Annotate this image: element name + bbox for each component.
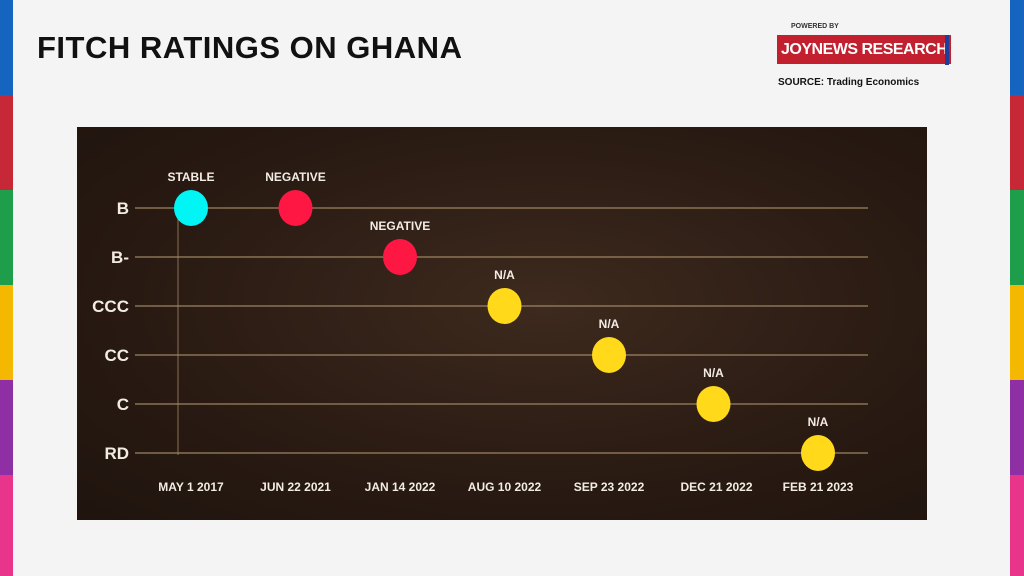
outlook-label: N/A: [703, 366, 724, 380]
color-strip: [0, 285, 13, 380]
x-tick-label: JAN 14 2022: [365, 480, 436, 494]
data-point: [383, 239, 417, 275]
color-strip: [1010, 475, 1024, 576]
chart-panel: B B- CCC CC C RD MAY 1 2017 STABLE JUN 22 2021 NE…: [77, 127, 927, 520]
x-tick-label: MAY 1 2017: [158, 480, 224, 494]
outlook-label: N/A: [494, 268, 515, 282]
data-point: [174, 190, 208, 226]
color-strip: [0, 475, 13, 576]
brand-accent: [945, 35, 949, 65]
powered-by-label: POWERED BY: [791, 23, 839, 30]
outlook-label: N/A: [808, 415, 829, 429]
x-tick-label: SEP 23 2022: [574, 480, 645, 494]
x-tick-label: JUN 22 2021: [260, 480, 331, 494]
outlook-label: NEGATIVE: [370, 219, 430, 233]
y-tick-label: B-: [111, 248, 129, 267]
color-strip: [1010, 190, 1024, 285]
data-point: [696, 386, 731, 422]
data-point: [487, 288, 522, 324]
color-strip: [1010, 285, 1024, 380]
y-tick-label: CCC: [92, 297, 129, 316]
data-point: [278, 190, 313, 226]
x-tick-label: AUG 10 2022: [468, 480, 542, 494]
y-tick-label: B: [117, 199, 129, 218]
y-tick-label: RD: [104, 444, 129, 463]
color-strip: [0, 380, 13, 475]
data-point: [592, 337, 626, 373]
color-strip: [0, 95, 13, 190]
page-title: FITCH RATINGS ON GHANA: [37, 30, 463, 65]
data-point: [801, 435, 835, 471]
outlook-label: STABLE: [167, 170, 214, 184]
outlook-label: NEGATIVE: [265, 170, 325, 184]
color-strip: [0, 190, 13, 285]
x-tick-label: FEB 21 2023: [783, 480, 854, 494]
outlook-label: N/A: [599, 317, 620, 331]
color-strip: [1010, 95, 1024, 190]
y-tick-label: CC: [104, 346, 129, 365]
source-label: SOURCE: Trading Economics: [778, 77, 920, 88]
color-strip: [0, 0, 13, 95]
brand-logo: JOYNEWS RESEARCH: [777, 35, 952, 64]
x-tick-label: DEC 21 2022: [680, 480, 752, 494]
color-strip: [1010, 0, 1024, 95]
y-tick-label: C: [117, 395, 129, 414]
color-strip: [1010, 380, 1024, 475]
